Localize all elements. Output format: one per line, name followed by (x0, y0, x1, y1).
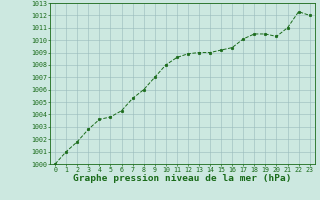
X-axis label: Graphe pression niveau de la mer (hPa): Graphe pression niveau de la mer (hPa) (73, 174, 292, 183)
